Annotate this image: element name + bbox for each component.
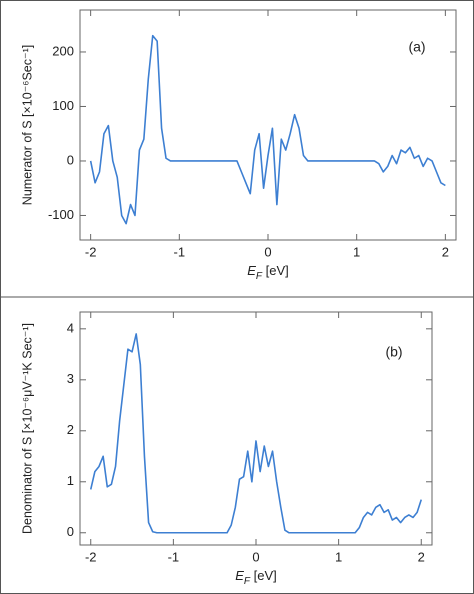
x-tick-label: 1 xyxy=(335,549,342,564)
x-tick-label: 2 xyxy=(418,549,425,564)
x-label-unit: [eV] xyxy=(262,263,289,278)
x-axis-label: EF [eV] xyxy=(247,263,289,281)
x-label-subscript: F xyxy=(256,271,263,282)
y-tick-label: 200 xyxy=(52,43,74,58)
y-tick-label: 100 xyxy=(52,98,74,113)
y-tick-label: -100 xyxy=(48,207,74,222)
x-label-symbol: E xyxy=(247,263,256,278)
data-line xyxy=(89,34,446,225)
y-tick-label: 1 xyxy=(67,473,74,488)
y-tick-label: 4 xyxy=(67,320,74,335)
x-tick-label: 1 xyxy=(353,244,360,259)
y-tick-label: 2 xyxy=(67,422,74,437)
y-axis-label: Denominator of S [×10⁻⁶μV⁻¹K Sec⁻¹] xyxy=(20,323,34,534)
x-tick-label: -1 xyxy=(168,549,180,564)
x-tick-label: 2 xyxy=(442,244,449,259)
x-tick-label: -1 xyxy=(174,244,186,259)
data-line xyxy=(89,333,423,534)
x-label-subscript: F xyxy=(244,576,251,587)
panel-annotation: (b) xyxy=(385,344,402,360)
x-tick-label: 0 xyxy=(252,549,259,564)
y-tick-label: 0 xyxy=(67,152,74,167)
y-tick-label: 3 xyxy=(67,371,74,386)
y-axis-label: Numerator of S [×10⁻⁶Sec⁻¹] xyxy=(20,45,34,205)
panel-annotation: (a) xyxy=(408,39,425,55)
x-label-unit: [eV] xyxy=(250,568,277,583)
x-tick-label: -2 xyxy=(85,244,97,259)
x-tick-label: 0 xyxy=(264,244,271,259)
x-tick-label: -2 xyxy=(85,549,97,564)
y-tick-label: 0 xyxy=(67,524,74,539)
x-label-symbol: E xyxy=(235,568,244,583)
x-axis-label: EF [eV] xyxy=(235,568,277,586)
